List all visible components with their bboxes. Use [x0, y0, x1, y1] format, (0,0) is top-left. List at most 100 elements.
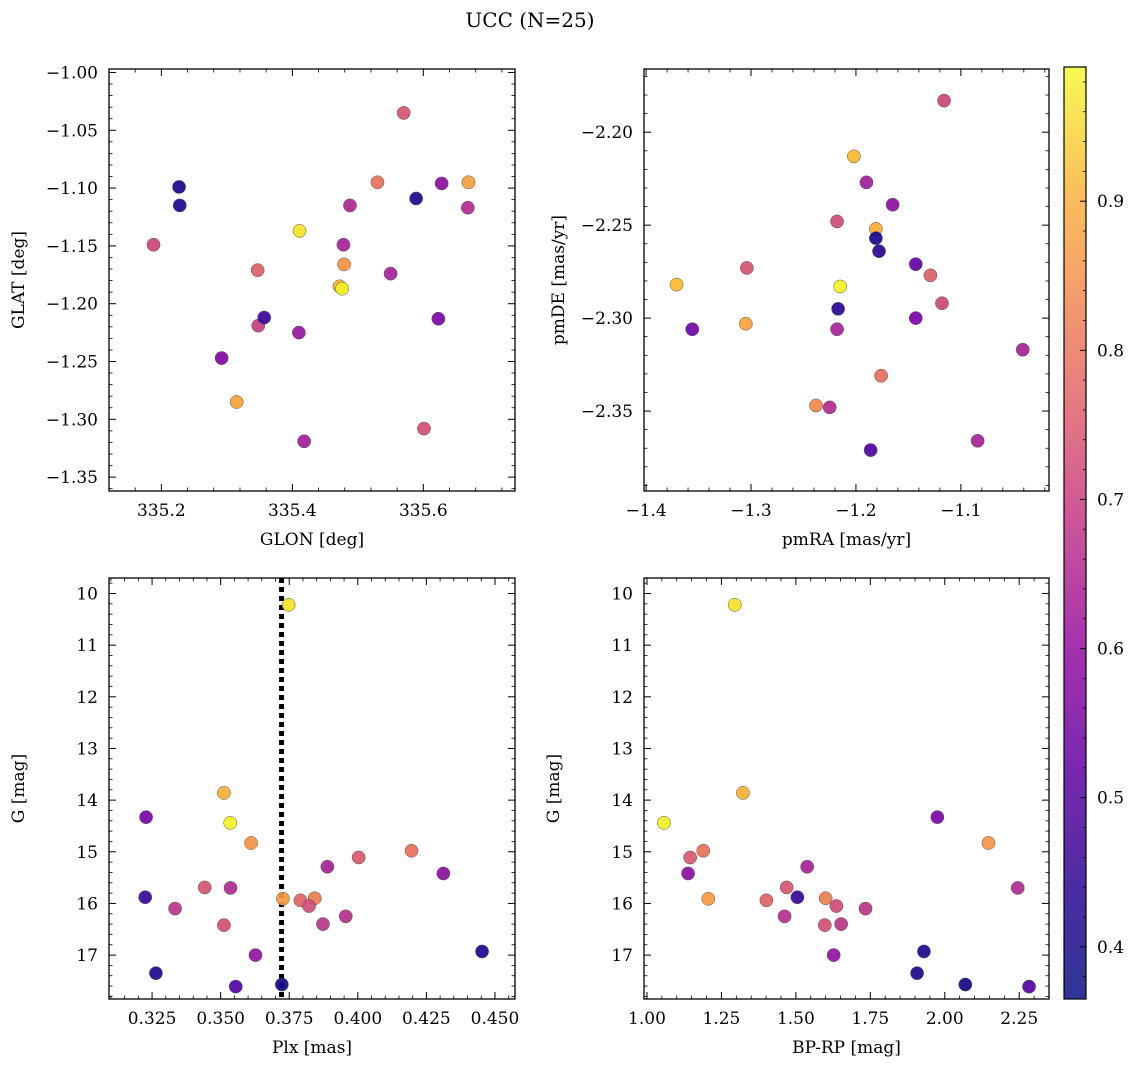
scatter-point [1022, 979, 1036, 994]
y-axis-label: G [mag] [544, 754, 564, 823]
y-tick-label: 17 [611, 946, 633, 966]
x-tick-label: 0.450 [471, 1009, 520, 1029]
y-axis-label: GLAT [deg] [9, 231, 29, 329]
scatter-point [917, 944, 931, 959]
scatter-point [274, 977, 289, 992]
y-tick-label: 16 [611, 894, 633, 914]
scatter-panel-4: 1.00 1.25 1.50 1.75 2.00 2.25 10 11 12 13 14 15 16 17… [544, 577, 1050, 1058]
scatter-point [779, 880, 794, 895]
scatter-point [149, 966, 163, 981]
scatter-point [338, 909, 353, 924]
y-tick-label: −2.25 [581, 216, 633, 236]
scatter-point [343, 198, 357, 213]
scatter-point [292, 325, 306, 340]
scatter-point [409, 191, 423, 206]
scatter-point [681, 866, 695, 881]
x-axis-label: GLON [deg] [260, 530, 364, 550]
scatter-point [908, 257, 923, 272]
scatter-point [858, 901, 873, 916]
scatter-point [168, 901, 182, 916]
scatter-point [138, 890, 153, 905]
y-axis-label: pmDE [mas/yr] [549, 215, 569, 345]
scatter-point [874, 368, 888, 383]
x-tick-label: 1.50 [777, 1009, 815, 1029]
scatter-point [276, 891, 290, 906]
x-tick-label: 335.6 [399, 501, 448, 521]
scatter-point [685, 322, 700, 337]
scatter-point [475, 944, 489, 959]
plot-frame [108, 577, 516, 1000]
scatter-panel-3: 0.325 0.350 0.375 0.400 0.425 0.450 10 11 12 13 14… [9, 577, 520, 1058]
scatter-point [981, 836, 996, 850]
scatter-point [736, 786, 750, 800]
scatter-point [335, 281, 349, 296]
scatter-point [316, 917, 330, 931]
x-tick-label: 0.400 [333, 1009, 382, 1029]
y-tick-label: −1.10 [46, 179, 98, 199]
y-tick-label: −2.35 [581, 402, 633, 422]
scatter-point [958, 977, 973, 992]
scatter-point [404, 843, 419, 858]
scatter-point [833, 279, 848, 294]
scatter-point [244, 836, 258, 850]
scatter-point [910, 966, 924, 981]
y-tick-label: 11 [76, 636, 98, 656]
scatter-point [337, 257, 351, 272]
scatter-point [859, 175, 874, 190]
scatter-point [822, 400, 837, 415]
x-axis-label: pmRA [mas/yr] [782, 530, 911, 550]
x-tick-label: 2.00 [926, 1009, 964, 1029]
y-tick-label: −1.35 [46, 468, 98, 488]
scatter-panel-1: 335.2 335.4 335.6 −1.35 −1.30 −1.25 −1.20 −1.15… [9, 63, 516, 550]
x-tick-label: −1.1 [940, 501, 981, 521]
scatter-point [396, 106, 411, 120]
scatter-point [738, 316, 753, 331]
scatter-point [217, 918, 231, 932]
scatter-point [759, 893, 774, 908]
y-tick-label: −1.15 [46, 237, 98, 257]
scatter-point [281, 598, 296, 612]
scatter-point [197, 880, 212, 895]
scatter-point [970, 433, 985, 448]
scatter-point [434, 176, 449, 191]
scatter-point [172, 180, 186, 194]
scatter-point [869, 231, 883, 246]
x-tick-label: 335.4 [268, 501, 317, 521]
x-tick-label: 335.2 [137, 501, 186, 521]
scatter-point [223, 816, 238, 830]
x-tick-label: −1.2 [835, 501, 876, 521]
y-tick-label: −1.05 [46, 121, 98, 141]
y-tick-label: 16 [76, 894, 98, 914]
y-tick-label: 10 [76, 584, 98, 604]
scatter-point [923, 268, 938, 283]
x-tick-label: 2.25 [1000, 1009, 1038, 1029]
scatter-point [809, 398, 823, 413]
scatter-panel-2: −1.4 −1.3 −1.2 −1.1 −2.35 −2.30 −2.25 −2.20 pmRA… [549, 68, 1050, 550]
y-tick-label: −2.20 [581, 123, 633, 143]
x-axis-label: BP-RP [mag] [792, 1038, 901, 1058]
scatter-point [935, 296, 949, 311]
x-tick-label: 0.350 [196, 1009, 245, 1029]
colorbar: 0.4 0.5 0.6 0.7 0.8 0.9 [1063, 66, 1124, 1000]
scatter-point [831, 301, 845, 316]
scatter-point [669, 277, 684, 292]
x-tick-label: −1.3 [730, 501, 771, 521]
scatter-point [777, 909, 792, 924]
x-tick-label: 1.00 [628, 1009, 666, 1029]
scatter-point [292, 224, 307, 238]
scatter-point [1010, 881, 1025, 895]
scatter-point [302, 899, 316, 913]
y-tick-label: 14 [76, 791, 98, 811]
y-tick-label: −1.30 [46, 410, 98, 430]
scatter-point [217, 786, 231, 800]
scatter-point [834, 917, 848, 931]
scatter-point [790, 890, 805, 905]
y-tick-label: 15 [76, 843, 98, 863]
scatter-point [383, 266, 398, 281]
y-tick-label: 10 [611, 584, 633, 604]
scatter-point [826, 948, 841, 962]
y-tick-label: 14 [611, 791, 633, 811]
plot-frame [643, 68, 1050, 492]
y-tick-label: −1.00 [46, 63, 98, 83]
scatter-point [830, 322, 844, 337]
